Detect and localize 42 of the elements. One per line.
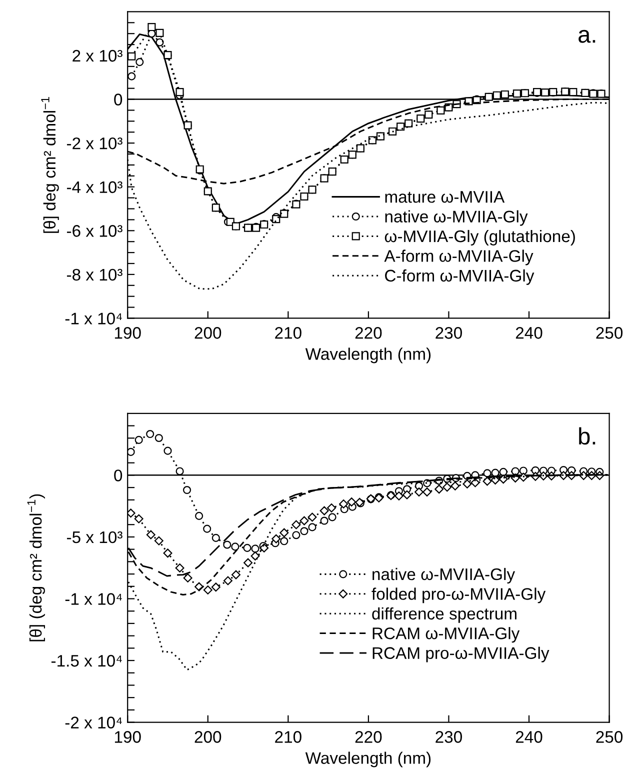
y-tick-label: 0 xyxy=(114,470,122,482)
x-tick-label: 200 xyxy=(194,731,222,743)
legend-label: difference spectrum xyxy=(372,607,516,623)
y-tick-label: -1.5 x 10⁴ xyxy=(51,654,122,667)
y-tick-label: -8 x 10³ xyxy=(66,268,122,281)
y-tick-label: 2 x 10³ xyxy=(72,50,122,62)
x-tick-label: 190 xyxy=(114,327,141,339)
x-tick-label: 230 xyxy=(436,327,462,339)
y-tick-label: -1 x 10⁴ xyxy=(65,593,122,605)
x-tick-label: 200 xyxy=(194,327,222,339)
x-tick-label: 250 xyxy=(596,731,623,743)
legend-label: native ω-MVIIA-Gly xyxy=(385,210,528,226)
x-tick-label: 240 xyxy=(516,327,542,339)
legend-label: C-form ω-MVIIA-Gly xyxy=(385,269,534,285)
legend-label: A-form ω-MVIIA-Gly xyxy=(384,250,534,266)
y-tick-label: -5 x 10³ xyxy=(66,531,122,544)
legend-label: folded pro-ω-MVIIA-Gly xyxy=(372,588,546,604)
x-tick-label: 230 xyxy=(436,731,462,743)
annotation: a. xyxy=(578,30,596,43)
x-tick-label: 250 xyxy=(596,327,623,339)
legend-label: RCAM ω-MVIIA-Gly xyxy=(372,627,520,643)
legend-label: native ω-MVIIA-Gly xyxy=(372,568,516,584)
legend-label: mature ω-MVIIA xyxy=(385,191,505,203)
legend-label: ω-MVIIA-Gly (glutathione) xyxy=(384,230,575,246)
y-axis-title: [θ] deg cm² dmol$^{−1}$ xyxy=(41,97,59,233)
y-tick-label: -2 x 10³ xyxy=(66,137,122,150)
y-axis-title: [θ] (deg cm² dmol$^{−1}$) xyxy=(27,494,45,642)
y-tick-label: -6 x 10³ xyxy=(66,225,122,237)
x-tick-label: 210 xyxy=(275,731,302,743)
legend-label: RCAM pro-ω-MVIIA-Gly xyxy=(372,646,550,662)
x-axis-title: Wavelength (nm) xyxy=(305,752,431,768)
y-tick-label: -1 x 10⁴ xyxy=(65,312,122,324)
y-tick-label: -4 x 10³ xyxy=(66,181,122,194)
x-tick-label: 220 xyxy=(355,327,382,339)
y-tick-label: -2 x 10⁴ xyxy=(65,716,122,728)
x-tick-label: 220 xyxy=(355,731,382,743)
x-tick-label: 190 xyxy=(114,731,141,743)
x-tick-label: 240 xyxy=(516,731,542,743)
x-axis-title: Wavelength (nm) xyxy=(305,348,431,364)
annotation: b. xyxy=(579,427,596,445)
y-tick-label: 0 xyxy=(114,94,122,106)
x-tick-label: 210 xyxy=(275,327,302,339)
